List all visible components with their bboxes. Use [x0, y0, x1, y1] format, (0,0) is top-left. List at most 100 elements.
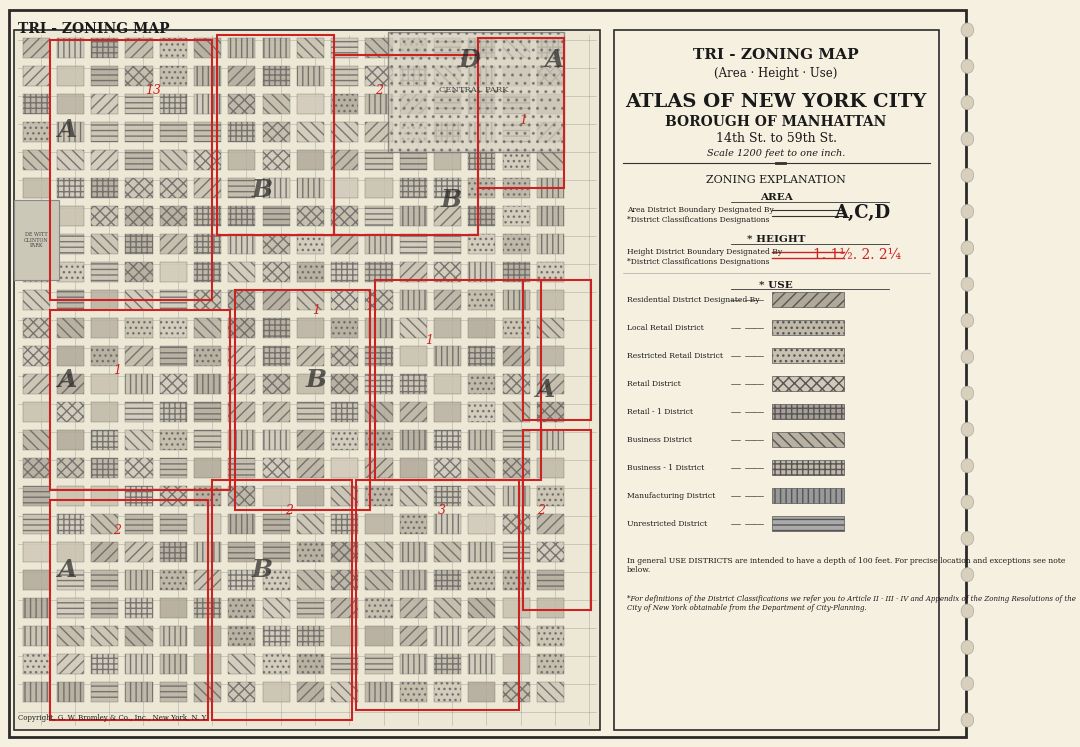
Bar: [50, 310, 230, 490]
Bar: [537, 598, 564, 618]
Circle shape: [961, 713, 974, 727]
Bar: [297, 178, 324, 198]
Bar: [434, 178, 461, 198]
Bar: [57, 402, 84, 422]
Bar: [228, 206, 255, 226]
Bar: [194, 150, 221, 170]
Bar: [23, 598, 50, 618]
Bar: [57, 570, 84, 590]
Bar: [771, 404, 843, 419]
Bar: [23, 430, 50, 450]
Bar: [57, 178, 84, 198]
Bar: [332, 262, 359, 282]
Bar: [91, 318, 118, 338]
Bar: [91, 682, 118, 702]
Bar: [297, 486, 324, 506]
Bar: [478, 38, 564, 188]
Bar: [228, 178, 255, 198]
Bar: [228, 94, 255, 114]
Bar: [91, 150, 118, 170]
Bar: [262, 262, 289, 282]
Bar: [262, 430, 289, 450]
Bar: [469, 94, 496, 114]
Bar: [262, 682, 289, 702]
Bar: [228, 374, 255, 394]
Text: Retail District: Retail District: [627, 380, 680, 388]
Bar: [297, 234, 324, 254]
Bar: [502, 178, 529, 198]
Bar: [160, 430, 187, 450]
Bar: [91, 94, 118, 114]
Bar: [365, 122, 392, 142]
Bar: [125, 486, 152, 506]
Bar: [469, 626, 496, 646]
Bar: [434, 262, 461, 282]
Text: Business District: Business District: [627, 436, 692, 444]
Bar: [228, 38, 255, 58]
Bar: [228, 150, 255, 170]
Bar: [388, 32, 564, 152]
Bar: [160, 458, 187, 478]
Bar: [434, 206, 461, 226]
Bar: [23, 346, 50, 366]
Bar: [502, 374, 529, 394]
Bar: [469, 66, 496, 86]
Bar: [297, 150, 324, 170]
Text: B: B: [252, 178, 272, 202]
Text: AREA: AREA: [759, 193, 793, 202]
Bar: [502, 318, 529, 338]
Bar: [365, 458, 392, 478]
Bar: [332, 94, 359, 114]
Circle shape: [961, 459, 974, 473]
Bar: [297, 374, 324, 394]
Bar: [400, 206, 427, 226]
Bar: [234, 290, 370, 510]
Bar: [537, 570, 564, 590]
Bar: [400, 654, 427, 674]
Bar: [400, 598, 427, 618]
Bar: [160, 542, 187, 562]
Bar: [228, 598, 255, 618]
Bar: [228, 430, 255, 450]
Bar: [297, 402, 324, 422]
Bar: [212, 480, 352, 720]
Bar: [332, 682, 359, 702]
Bar: [400, 458, 427, 478]
Bar: [297, 122, 324, 142]
Bar: [537, 514, 564, 534]
Bar: [50, 40, 212, 300]
Bar: [537, 402, 564, 422]
Bar: [469, 598, 496, 618]
Bar: [332, 318, 359, 338]
Circle shape: [961, 604, 974, 618]
Bar: [228, 66, 255, 86]
Bar: [400, 486, 427, 506]
Bar: [537, 38, 564, 58]
Bar: [537, 262, 564, 282]
Bar: [125, 682, 152, 702]
Bar: [469, 514, 496, 534]
Bar: [160, 122, 187, 142]
Bar: [91, 626, 118, 646]
Circle shape: [961, 314, 974, 327]
Bar: [262, 234, 289, 254]
Bar: [228, 626, 255, 646]
Bar: [228, 682, 255, 702]
Text: Copyright, G. W. Bromley & Co., Inc., New York, N. Y.: Copyright, G. W. Bromley & Co., Inc., Ne…: [18, 714, 207, 722]
Bar: [771, 432, 843, 447]
Bar: [537, 374, 564, 394]
Bar: [262, 598, 289, 618]
Bar: [125, 122, 152, 142]
Bar: [297, 206, 324, 226]
Bar: [91, 206, 118, 226]
Bar: [125, 262, 152, 282]
Bar: [262, 66, 289, 86]
Bar: [400, 318, 427, 338]
Bar: [194, 458, 221, 478]
Bar: [14, 200, 58, 280]
Bar: [332, 598, 359, 618]
Bar: [365, 570, 392, 590]
Bar: [23, 234, 50, 254]
Bar: [91, 290, 118, 310]
Bar: [125, 38, 152, 58]
